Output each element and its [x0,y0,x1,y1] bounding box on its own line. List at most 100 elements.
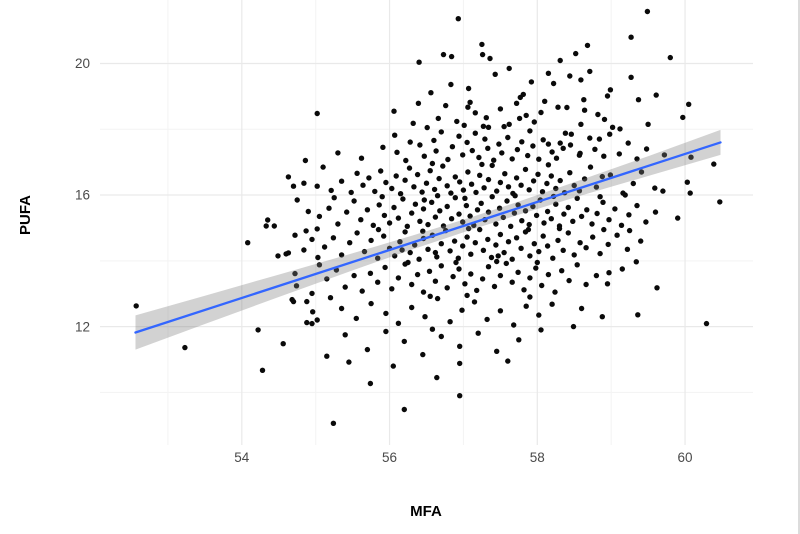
data-point [434,254,440,260]
data-point [320,164,326,170]
data-point [509,256,515,262]
x-tick-label: 54 [234,450,250,465]
data-point [528,79,535,85]
data-point [583,245,589,251]
data-point [465,104,471,110]
data-point [416,59,422,65]
data-point [644,8,651,15]
data-point [504,198,510,204]
data-point [429,160,436,167]
data-point [316,262,323,268]
data-point [512,193,518,199]
data-point [495,253,501,259]
data-point [578,77,584,83]
data-point [368,237,374,244]
data-point [571,182,577,189]
data-point [259,367,266,373]
data-point [530,143,536,149]
data-point [456,133,462,139]
data-point [469,147,475,154]
data-point [440,51,447,58]
data-point [464,292,470,299]
data-point [553,185,559,192]
data-point [525,152,531,159]
data-point [527,275,533,281]
data-point [424,124,430,131]
data-point [434,295,441,302]
data-point [557,140,563,146]
data-point [412,242,418,248]
data-point [455,16,461,22]
data-point [513,235,520,241]
data-point [496,205,503,211]
data-point [401,406,407,413]
data-point [485,124,492,130]
data-point [432,249,439,256]
data-point [581,176,588,182]
data-point [511,210,518,216]
data-point [315,254,321,261]
data-point [493,221,499,227]
data-point [643,146,650,152]
data-point [531,119,537,125]
data-point [703,320,710,327]
data-point [331,195,337,201]
data-point [304,319,310,326]
data-point [497,308,504,314]
data-point [555,104,561,110]
data-point [518,182,524,188]
data-point [431,137,437,144]
data-point [437,208,443,214]
data-point [409,210,415,216]
data-point [545,141,552,147]
data-point [285,250,292,256]
data-point [290,183,297,189]
data-point [395,275,402,281]
data-point [382,264,388,271]
data-point [601,116,608,123]
data-point [494,188,500,194]
data-point [461,122,467,128]
y-tick-label: 12 [75,319,90,334]
data-point [549,149,555,155]
data-point [419,189,425,195]
data-point [321,244,328,250]
data-point [489,162,495,169]
data-point [479,161,485,168]
data-point [457,179,463,185]
data-point [467,99,473,106]
data-point [527,294,533,300]
data-point [652,185,658,191]
data-point [460,187,467,193]
data-point [182,344,188,351]
data-point [493,242,499,248]
data-point [255,327,261,333]
data-point [604,281,611,287]
data-point [465,85,472,92]
data-point [467,213,473,219]
data-point [348,189,354,196]
data-point [358,217,364,223]
data-point [479,41,485,48]
data-point [414,271,421,278]
data-point [568,131,574,137]
data-point [468,251,474,257]
data-point [530,178,537,184]
data-point [509,279,515,285]
data-point [280,341,286,347]
data-point [448,53,455,60]
data-point [525,226,532,233]
data-point [522,166,529,173]
data-point [407,139,413,145]
data-point [393,173,399,179]
data-point [411,184,417,190]
data-point [359,288,365,294]
data-point [472,110,478,116]
data-point [557,177,563,184]
data-point [480,247,487,253]
data-point [403,157,409,164]
data-point [414,171,421,178]
data-point [511,322,517,328]
data-point [391,204,397,211]
data-point [513,175,520,181]
